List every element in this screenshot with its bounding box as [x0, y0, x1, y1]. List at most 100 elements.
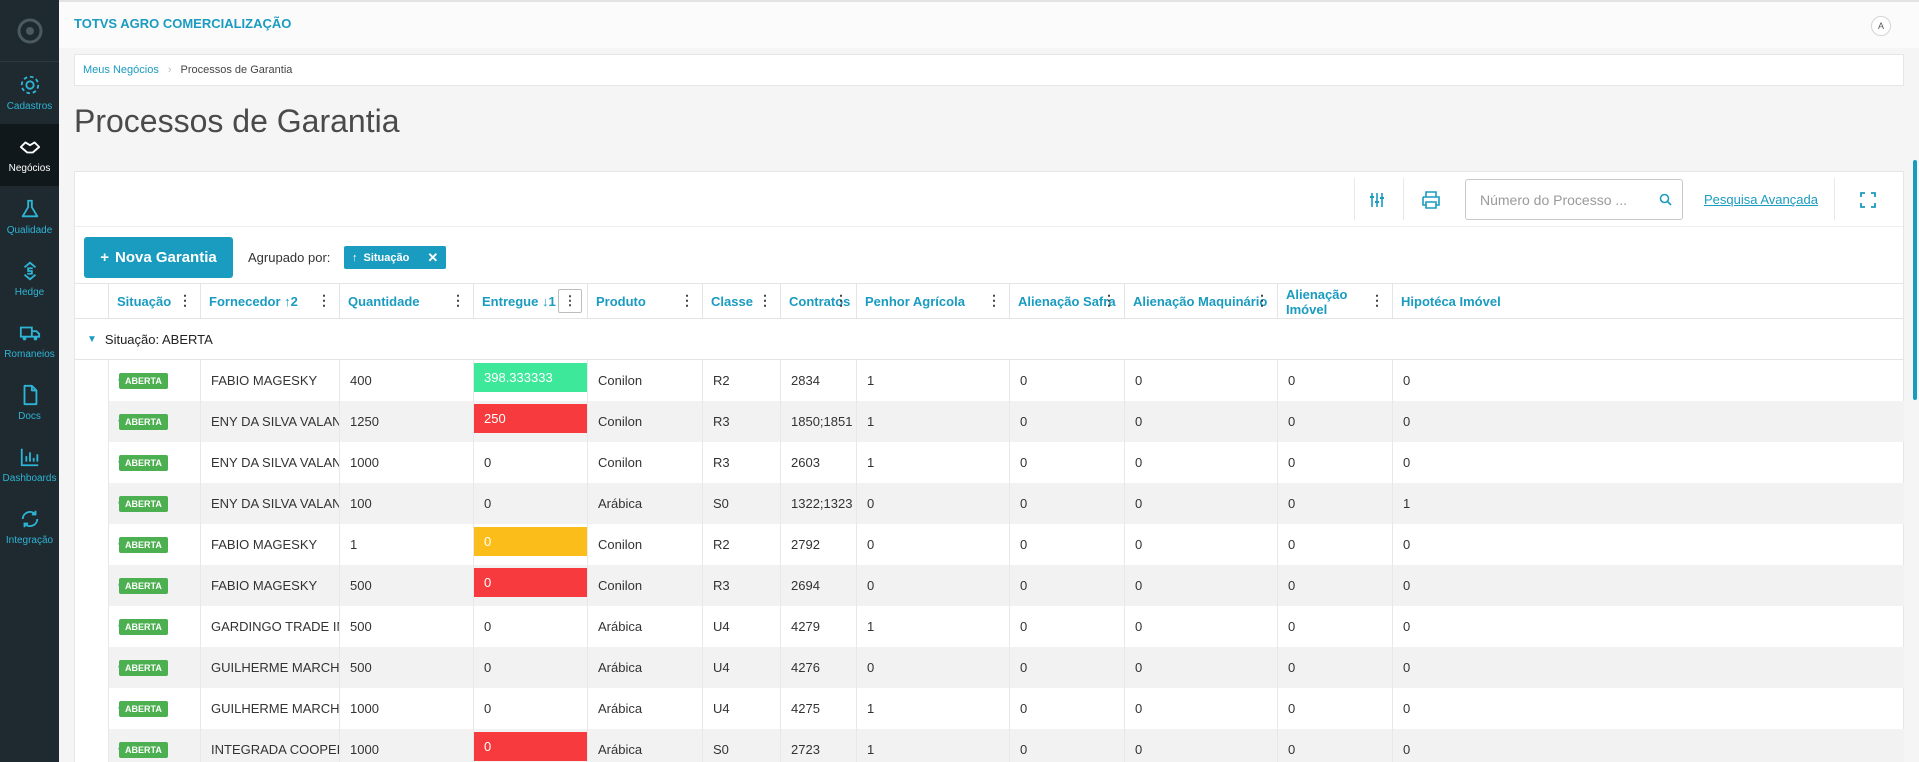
cell-value: ENY DA SILVA VALANDRO: [211, 496, 339, 511]
columns-settings-icon[interactable]: [1366, 189, 1388, 211]
cell-value: 500: [350, 578, 372, 593]
column-header-alienacao-safra[interactable]: Alienação Safra ⋮: [1009, 284, 1124, 319]
cell-alienacao-imovel: 0: [1277, 606, 1392, 647]
column-menu-icon[interactable]: ⋮: [834, 292, 848, 308]
column-menu-icon[interactable]: ⋮: [558, 289, 582, 313]
print-icon[interactable]: [1420, 189, 1442, 211]
cell-alienacao-maquinario: 0: [1124, 688, 1277, 729]
new-guarantee-button[interactable]: + Nova Garantia: [84, 237, 233, 278]
column-header-situacao[interactable]: Situação ⋮: [108, 284, 200, 319]
column-menu-icon[interactable]: ⋮: [680, 292, 694, 308]
sidebar-item-romaneios[interactable]: Romaneios: [0, 310, 59, 372]
column-menu-icon[interactable]: ⋮: [1102, 292, 1116, 308]
cell-value: S0: [713, 496, 729, 511]
cell-alienacao-safra: 0: [1009, 483, 1124, 524]
logo-icon: [17, 18, 42, 43]
table-header: Situação ⋮ Fornecedor ↑2 ⋮ Quantidade ⋮ Entreg…: [75, 283, 1903, 319]
cell-produto: Arábica: [587, 729, 702, 762]
cell-value: 0: [1135, 414, 1143, 429]
column-header-alienacao-maquinario[interactable]: Alienação Maquinário ⋮: [1124, 284, 1277, 319]
cell-entregue: 0: [473, 442, 587, 483]
column-menu-icon[interactable]: ⋮: [758, 292, 772, 308]
cell-entregue: 0: [473, 688, 587, 729]
cell-alienacao-safra: 0: [1009, 565, 1124, 606]
sidebar-item-negocios[interactable]: Negócios: [0, 124, 59, 186]
cell-value: 0: [1288, 742, 1296, 757]
gear-icon: [20, 75, 39, 95]
cell-alienacao-imovel: 0: [1277, 647, 1392, 688]
column-header-classe[interactable]: Classe ⋮: [702, 284, 780, 319]
table-card: Pesquisa Avançada + Nova Garantia Agrupa…: [74, 171, 1904, 762]
group-header[interactable]: ▼ Situação: ABERTA: [75, 319, 1903, 360]
column-menu-icon[interactable]: ⋮: [178, 292, 192, 308]
cell-value: R3: [713, 578, 730, 593]
sidebar-item-cadastros[interactable]: Cadastros: [0, 62, 59, 124]
status-badge: ABERTA: [119, 413, 168, 430]
cell-quantidade: 500: [339, 565, 473, 606]
column-header-quantidade[interactable]: Quantidade ⋮: [339, 284, 473, 319]
cell-contratos: 2694: [780, 565, 856, 606]
cell-value: Conilon: [598, 537, 643, 552]
caret-down-icon: ▼: [87, 333, 97, 345]
column-header-label: Alienação Safra: [1018, 294, 1116, 309]
cell-alienacao-imovel: 0: [1277, 483, 1392, 524]
cell-value: 1000: [350, 455, 379, 470]
cell-value: 0: [1135, 455, 1143, 470]
app-logo[interactable]: [0, 0, 59, 62]
column-header-penhor-agricola[interactable]: Penhor Agrícola ⋮: [856, 284, 1009, 319]
cell-alienacao-imovel: 0: [1277, 442, 1392, 483]
sidebar-item-hedge[interactable]: Hedge: [0, 248, 59, 310]
cell-value: 1000: [350, 701, 379, 716]
app-title: TOTVS AGRO COMERCIALIZAÇÃO: [74, 16, 292, 31]
search-icon[interactable]: [1659, 193, 1672, 206]
column-menu-icon[interactable]: ⋮: [1370, 292, 1384, 308]
sidebar-item-label: Hedge: [14, 287, 45, 298]
cell-value: 4279: [791, 619, 820, 634]
search-input[interactable]: [1466, 180, 1651, 219]
cell-penhor-agricola: 0: [856, 565, 1009, 606]
column-header-fornecedor[interactable]: Fornecedor ↑2 ⋮: [200, 284, 339, 319]
column-menu-icon[interactable]: ⋮: [317, 292, 331, 308]
cell-alienacao-maquinario: 0: [1124, 565, 1277, 606]
fullscreen-icon[interactable]: [1857, 189, 1879, 211]
column-menu-icon[interactable]: ⋮: [451, 292, 465, 308]
sidebar-item-docs[interactable]: Docs: [0, 372, 59, 434]
cell-alienacao-maquinario: 0: [1124, 401, 1277, 442]
sidebar-item-qualidade[interactable]: Qualidade: [0, 186, 59, 248]
cell-alienacao-imovel: 0: [1277, 688, 1392, 729]
close-icon[interactable]: ✕: [427, 249, 439, 265]
column-header-entregue[interactable]: Entregue ↓1 ⋮: [473, 284, 587, 319]
sync-icon: [21, 510, 38, 528]
column-header-hipoteca-imovel[interactable]: Hipotéca Imóvel: [1392, 284, 1508, 319]
column-menu-icon[interactable]: ⋮: [987, 292, 1001, 308]
cell-fornecedor: FABIO MAGESKY: [200, 524, 339, 565]
breadcrumb-link-meus-negocios[interactable]: Meus Negócios: [83, 64, 159, 76]
page-scrollbar[interactable]: [1913, 160, 1917, 400]
cell-hipoteca-imovel: 0: [1392, 688, 1508, 729]
cell-value: 0: [1020, 414, 1028, 429]
sidebar-item-dashboards[interactable]: Dashboards: [0, 434, 59, 496]
cell-alienacao-safra: 0: [1009, 729, 1124, 762]
cell-value: Arábica: [598, 619, 643, 634]
user-avatar[interactable]: A: [1871, 16, 1891, 36]
column-header-contratos[interactable]: Contratos ⋮: [780, 284, 856, 319]
column-header-alienacao-imovel[interactable]: Alienação Imóvel ⋮: [1277, 284, 1392, 319]
group-chip-situacao[interactable]: ↑ Situação ✕: [344, 246, 447, 269]
cell-value: 0: [484, 619, 492, 634]
column-header-produto[interactable]: Produto ⋮: [587, 284, 702, 319]
advanced-search-link[interactable]: Pesquisa Avançada: [1704, 192, 1818, 207]
sidebar: Cadastros Negócios Qualidade Hedge Roman…: [0, 0, 59, 762]
column-menu-icon[interactable]: ⋮: [1255, 292, 1269, 308]
cell-situacao: ABERTA: [108, 729, 200, 762]
sidebar-item-integracao[interactable]: Integração: [0, 496, 59, 558]
